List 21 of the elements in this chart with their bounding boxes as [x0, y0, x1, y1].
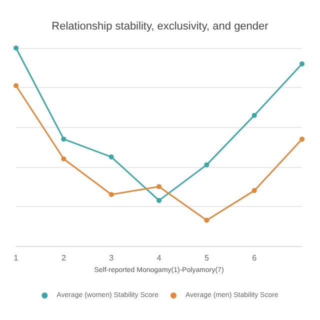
x-tick-label: 3 — [109, 254, 114, 262]
x-tick-label: 2 — [61, 254, 66, 262]
point — [108, 154, 114, 160]
point — [14, 83, 18, 88]
point — [61, 156, 66, 162]
chart-title: Relationship stability, exclusivity, and gender — [52, 20, 269, 32]
x-tick-label: 1 — [14, 254, 19, 262]
point — [61, 136, 66, 142]
point — [300, 136, 304, 142]
point — [156, 184, 162, 190]
point — [108, 192, 114, 198]
x-tick-label: 6 — [252, 254, 258, 262]
point — [204, 162, 210, 168]
x-tick-label: 5 — [204, 254, 210, 262]
point — [252, 188, 257, 194]
point — [252, 112, 257, 118]
point — [156, 198, 162, 203]
point — [204, 218, 210, 223]
point — [300, 61, 304, 66]
x-tick-label: 4 — [156, 254, 162, 262]
point — [14, 46, 18, 50]
